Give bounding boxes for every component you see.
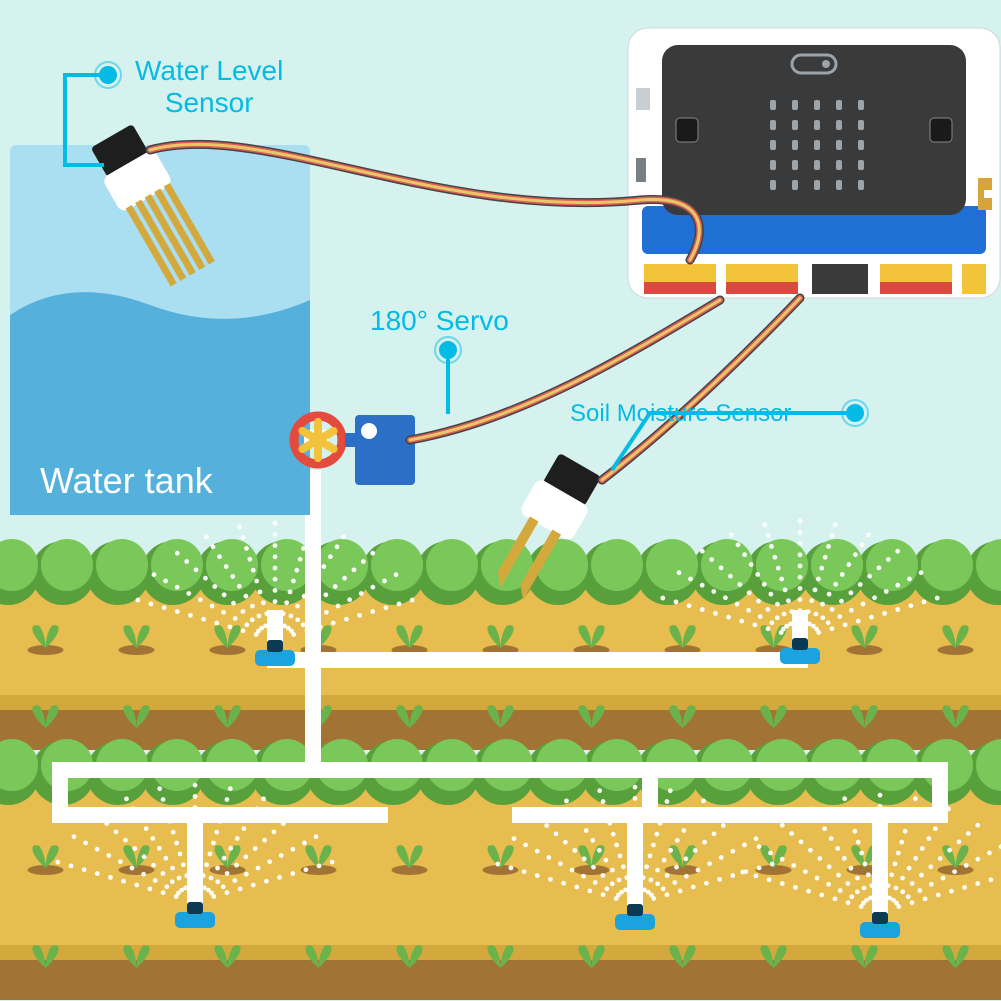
soil-shade xyxy=(0,945,1001,960)
soil-shade xyxy=(0,695,1001,710)
pipe xyxy=(872,815,888,926)
label-bullet xyxy=(846,404,864,422)
water-tank-label: Water tank xyxy=(40,460,213,502)
label-bullet xyxy=(99,66,117,84)
pipe xyxy=(267,652,808,668)
microbit-board xyxy=(628,28,1000,298)
water-level-sensor-label: Water Level Sensor xyxy=(135,55,283,119)
servo-label: 180° Servo xyxy=(370,305,509,337)
servo xyxy=(345,415,415,485)
soil-moisture-sensor-label: Soil Moisture Sensor xyxy=(570,400,791,428)
label-bullet xyxy=(439,341,457,359)
pipe xyxy=(52,762,948,778)
